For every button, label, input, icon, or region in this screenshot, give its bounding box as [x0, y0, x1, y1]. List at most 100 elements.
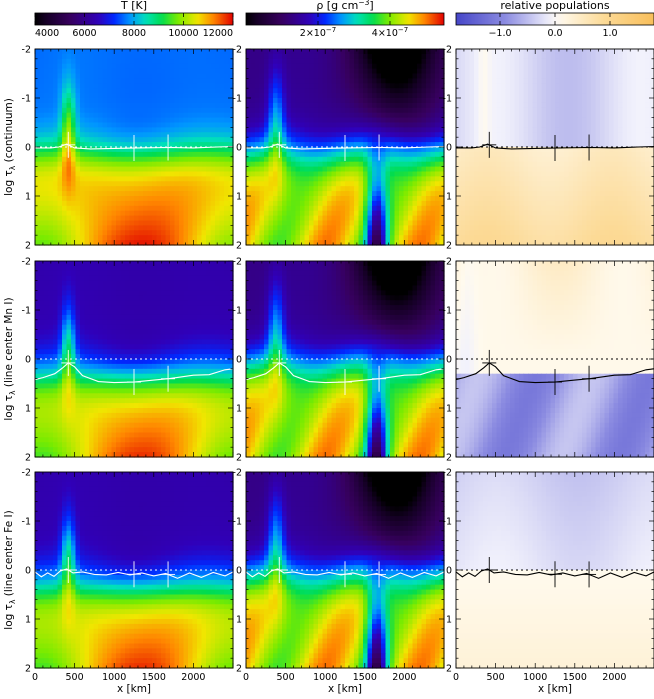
colorbar-title: ρ [g cm−3]: [316, 0, 373, 12]
x-axis-label: x [km]: [117, 683, 151, 695]
x-tick-label: 0: [32, 672, 38, 683]
column-marker: [548, 369, 562, 396]
axis-ticks: [245, 260, 445, 458]
x-tick-label: 0: [243, 672, 249, 683]
x-tick-label: 2000: [392, 672, 416, 683]
colorbars: T [K] 4000 6000 8000 10000 12000 ρ [g cm−3] 2×1…: [34, 0, 654, 39]
y-tick-label: 2: [446, 453, 452, 464]
y-tick-label: 0: [236, 143, 242, 154]
y-tick-label: -2: [233, 257, 242, 268]
heatmap: [456, 49, 654, 246]
column-marker: [372, 365, 387, 392]
y-tick-label: 1: [236, 192, 242, 203]
column-marker: [61, 349, 76, 376]
y-tick-label: -1: [443, 94, 452, 105]
y-tick-label: -1: [233, 94, 242, 105]
y-tick-label: 0: [446, 143, 452, 154]
axis-ticks: [34, 48, 234, 246]
column-marker: [548, 561, 562, 588]
tau-unity-curve: [455, 362, 654, 384]
y-tick-label: 2: [236, 664, 242, 675]
tau-unity-curve: [35, 143, 234, 150]
colorbar-tick-label: 4×10−7: [372, 26, 408, 39]
column-marker: [372, 134, 387, 161]
y-tick-label: 2: [446, 664, 452, 675]
column-marker: [272, 349, 287, 376]
x-axis-label: x [km]: [538, 683, 572, 695]
tau-unity-curve: [34, 362, 234, 384]
heatmap: [246, 472, 445, 669]
axis-ticks: [245, 471, 445, 669]
heatmap: [246, 49, 445, 246]
heatmap: [35, 49, 234, 246]
y-tick-label: 1: [25, 192, 31, 203]
y-tick-label: 0: [236, 566, 242, 577]
column-marker: [582, 561, 597, 588]
column-marker: [272, 557, 287, 583]
y-tick-label: 1: [446, 192, 452, 203]
colorbar-tick-label: 8000: [122, 28, 146, 39]
y-tick-label: 2: [25, 241, 31, 252]
x-tick-label: 2000: [181, 672, 205, 683]
y-tick-label: 1: [236, 615, 242, 626]
y-tick-label: -2: [233, 468, 242, 479]
y-tick-label: 1: [25, 615, 31, 626]
panels: -2 -1 0 1 2 -2 -1 0 1 2 -2 -1 0 1 2 -2 -1 0 1 2 -2 -1 0 1 2 -2 -1 0…: [22, 45, 654, 695]
y-tick-label: -2: [443, 45, 452, 56]
panel-r1-c1: -2 -1 0 1 2: [22, 45, 234, 252]
y-tick-label: 0: [25, 143, 31, 154]
heatmap: [456, 261, 654, 458]
panel-r1-c2: -2 -1 0 1 2: [233, 45, 445, 252]
y-tick-label: 2: [25, 453, 31, 464]
column-marker: [127, 561, 141, 588]
panel-r2-c1: -2 -1 0 1 2: [22, 257, 234, 464]
y-tick-label: -1: [22, 306, 31, 317]
column-marker: [482, 349, 497, 376]
column-marker: [161, 561, 176, 588]
colorbar-tick-label: 6000: [72, 28, 96, 39]
column-marker: [338, 135, 352, 162]
y-tick-label: 0: [446, 355, 452, 366]
column-marker: [482, 557, 497, 583]
panel-r2-c2: -2 -1 0 1 2: [233, 257, 445, 464]
column-marker: [548, 135, 562, 162]
column-marker: [127, 369, 141, 396]
column-marker: [582, 365, 597, 392]
x-axis-label: x [km]: [328, 683, 362, 695]
column-marker: [372, 561, 387, 588]
column-marker: [338, 369, 352, 396]
row-labels: log τλ (continuum) log τλ (line center Mn…: [3, 98, 17, 630]
x-tick-label: 2000: [602, 672, 626, 683]
y-tick-label: 1: [25, 404, 31, 415]
column-marker: [272, 131, 287, 158]
axis-ticks: [455, 260, 654, 458]
axis-ticks: [34, 471, 234, 669]
tau-unity-curve: [455, 568, 654, 579]
row-y-axis-label: log τλ (continuum): [3, 98, 17, 196]
tau-unity-curve: [245, 362, 445, 384]
x-tick-label: 1500: [563, 672, 587, 683]
y-tick-label: -1: [22, 94, 31, 105]
column-marker: [61, 131, 76, 158]
y-tick-label: -2: [443, 257, 452, 268]
colorbar-tick-label: 12000: [203, 28, 233, 39]
column-marker: [127, 135, 141, 162]
axis-ticks: [34, 260, 234, 458]
colorbar-2: ρ [g cm−3] 2×10−7 4×10−7: [245, 0, 445, 39]
y-tick-label: 0: [236, 355, 242, 366]
colorbar-tick-label: 4000: [35, 28, 59, 39]
x-tick-label: 1000: [102, 672, 126, 683]
colorbar-tick-label: −1.0: [488, 28, 511, 39]
colorbar-tick-label: 0.0: [547, 28, 562, 39]
x-tick-label: 1000: [313, 672, 337, 683]
y-tick-label: -2: [22, 257, 31, 268]
row-y-axis-label: log τλ (line center Mn I): [3, 297, 17, 420]
x-tick-label: 1000: [523, 672, 547, 683]
heatmap: [35, 472, 234, 669]
x-tick-label: 1500: [353, 672, 377, 683]
heatmap: [35, 261, 234, 458]
